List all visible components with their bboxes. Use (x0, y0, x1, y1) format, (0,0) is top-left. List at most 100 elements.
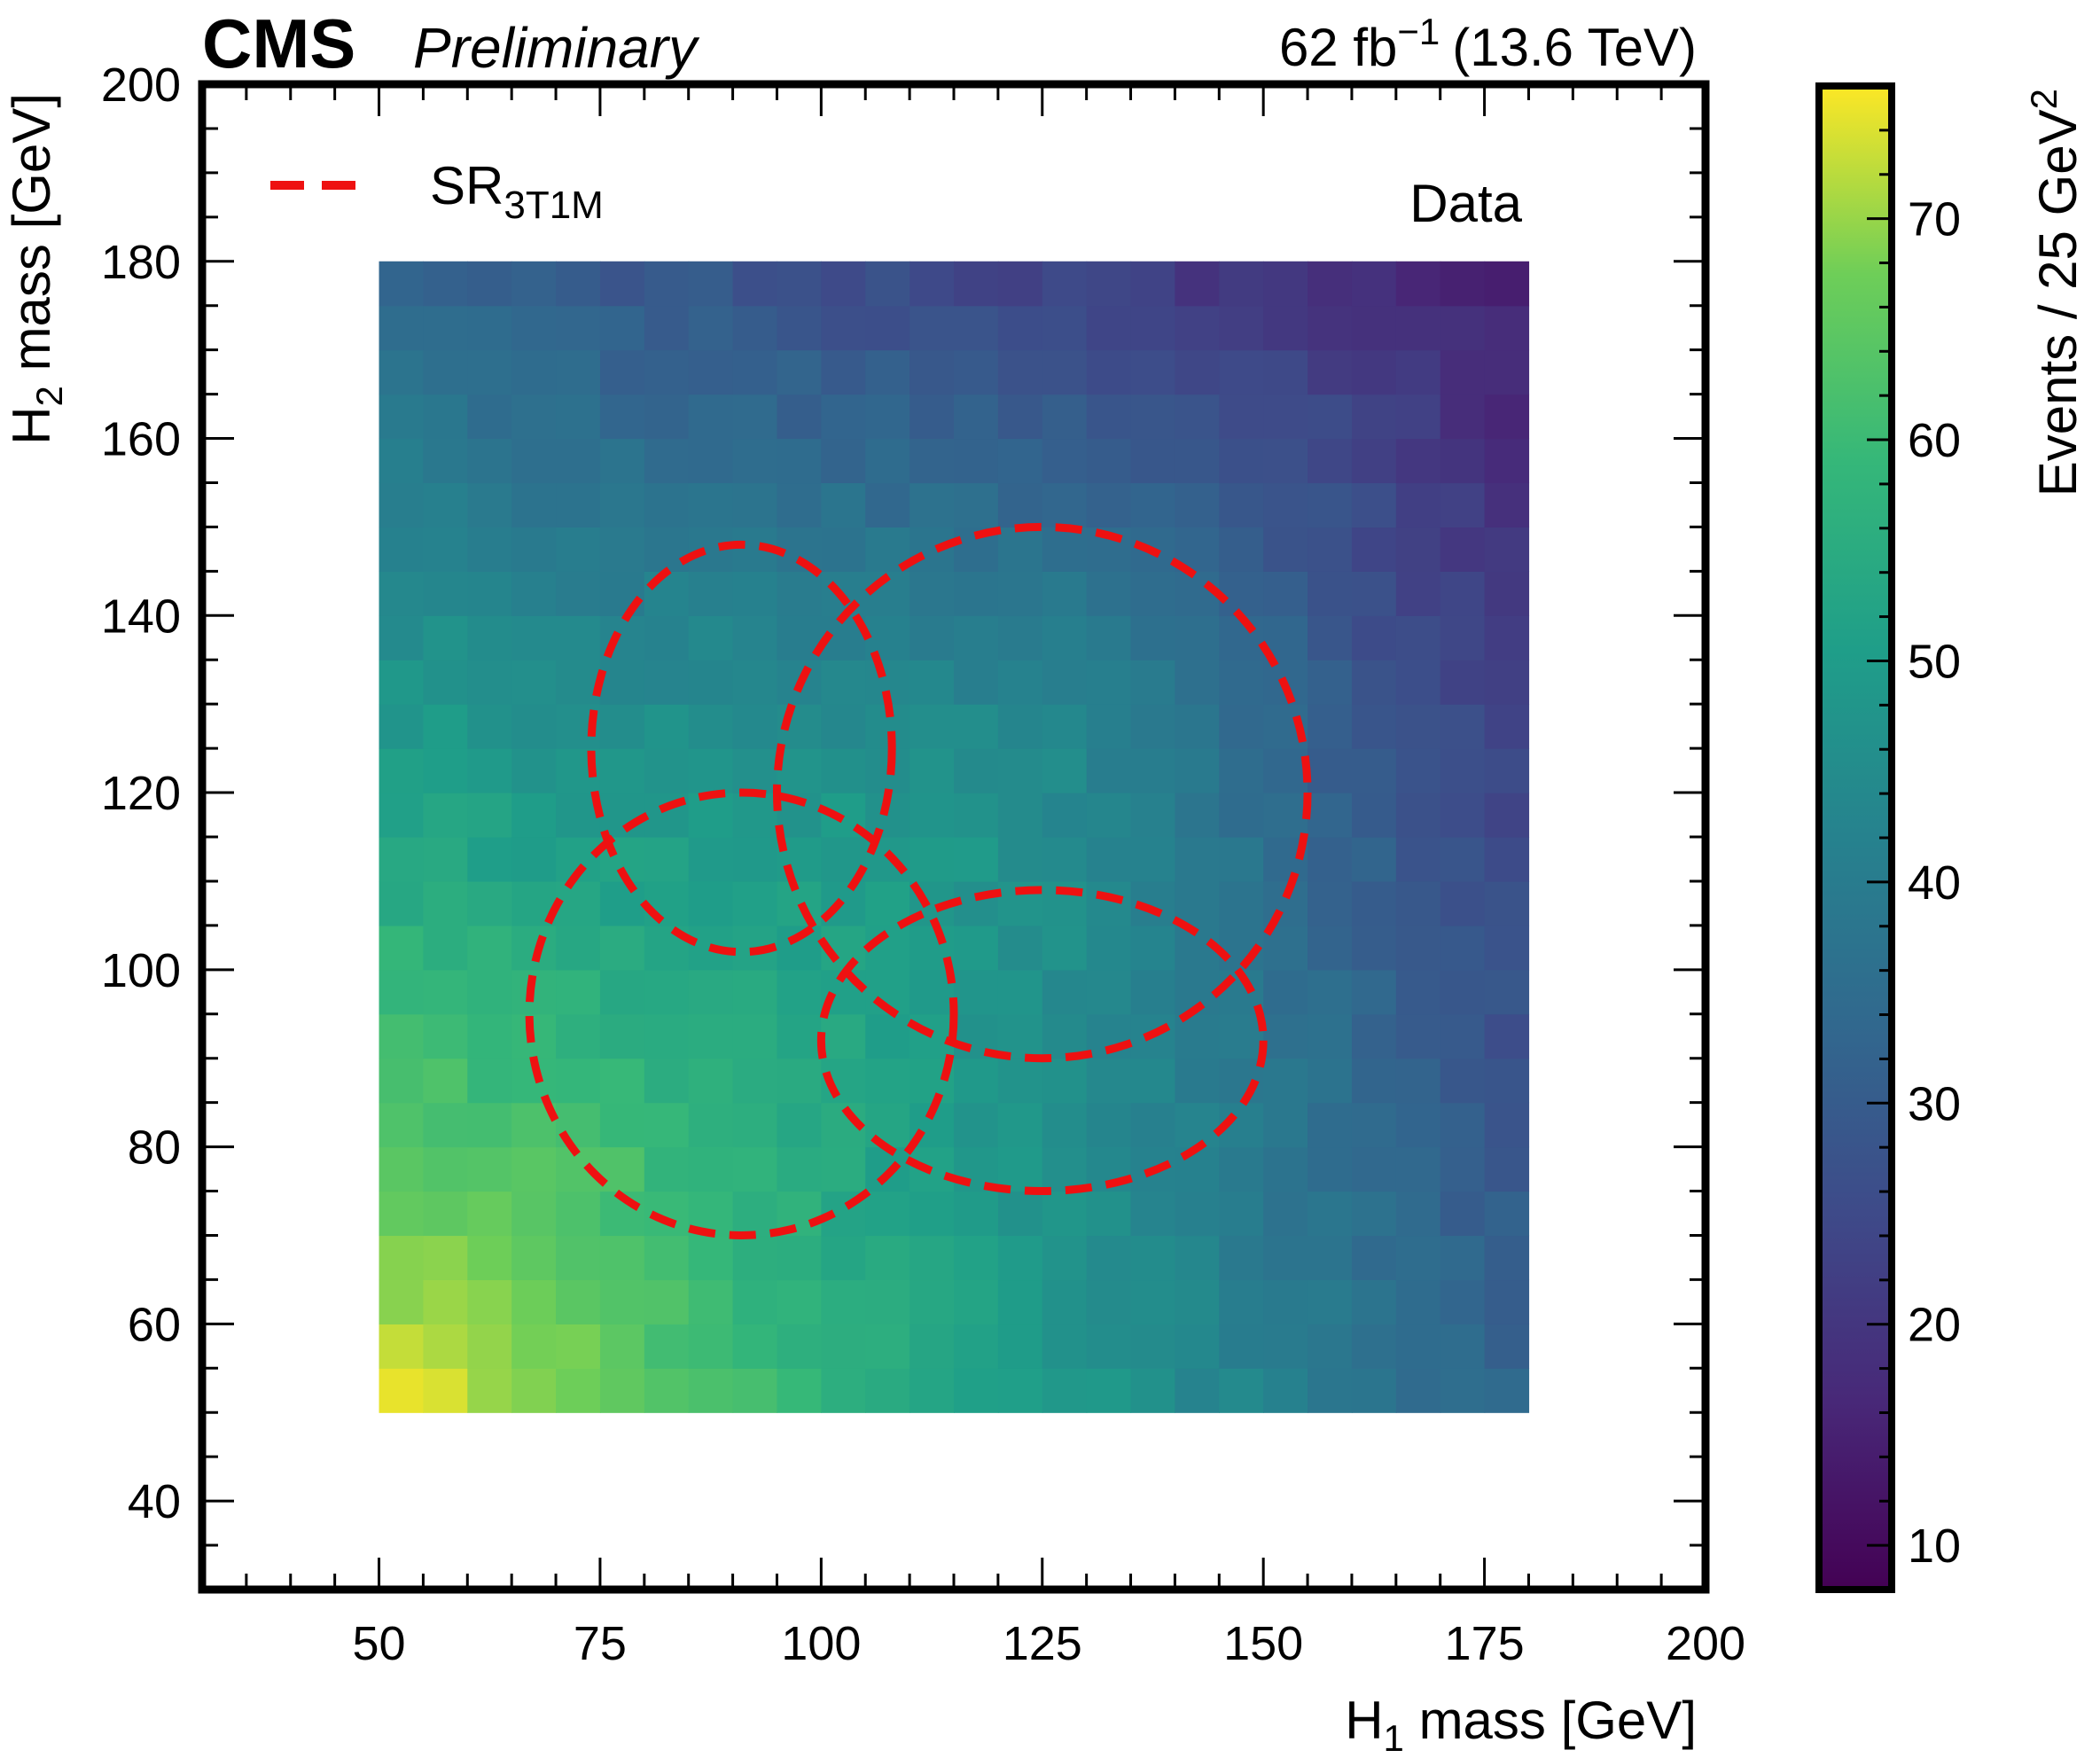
heatmap-bin (1042, 482, 1088, 528)
heatmap-bin (511, 1146, 557, 1192)
heatmap-bin (1175, 482, 1220, 528)
heatmap-bin (865, 349, 910, 395)
heatmap-bin (997, 615, 1043, 660)
heatmap-bin (865, 394, 910, 440)
heatmap-bin (997, 394, 1043, 440)
heatmap-bin (644, 261, 690, 307)
heatmap-bin (1175, 305, 1220, 351)
heatmap-bin (1086, 1368, 1132, 1413)
heatmap-bin (1484, 925, 1530, 971)
heatmap-bin (1219, 1146, 1264, 1192)
heatmap-bin (1395, 1324, 1441, 1369)
heatmap-bin (1263, 748, 1308, 793)
heatmap-bin (1440, 837, 1486, 882)
heatmap-bin (423, 837, 468, 882)
heatmap-bin (1484, 793, 1530, 838)
heatmap-bin (1308, 1235, 1353, 1281)
heatmap-bin (688, 1102, 734, 1148)
colorbar-ticks: 10 20 30 40 50 60 70 (1867, 129, 1961, 1573)
heatmap-bin (1484, 837, 1530, 882)
heatmap-bin (1308, 394, 1353, 440)
heatmap-bin (1440, 1191, 1486, 1237)
heatmap-bin (688, 261, 734, 307)
signal-region-contours (525, 522, 1312, 1239)
heatmap-bin (821, 1368, 866, 1413)
heatmap-bin (644, 527, 690, 572)
heatmap-bin (1308, 925, 1353, 971)
heatmap-bin (423, 1279, 468, 1324)
heatmap-bin (909, 837, 955, 882)
heatmap-bin (379, 880, 425, 926)
heatmap-bin (688, 1279, 734, 1324)
heatmap-bin (1086, 349, 1132, 395)
heatmap-bin (909, 1279, 955, 1324)
x-tick-label: 150 (1223, 1617, 1303, 1670)
heatmap-bin (599, 394, 645, 440)
heatmap-bin (688, 571, 734, 616)
heatmap-bin (467, 1146, 512, 1192)
heatmap-bin (379, 1324, 425, 1369)
heatmap-bin (997, 793, 1043, 838)
heatmap-bin (511, 394, 557, 440)
heatmap-bin (1042, 1235, 1088, 1281)
heatmap-bin (423, 1146, 468, 1192)
heatmap-bin (1484, 880, 1530, 926)
heatmap-bin (1042, 394, 1088, 440)
heatmap-bin (1395, 1191, 1441, 1237)
heatmap-bin (1440, 1368, 1486, 1413)
heatmap-bin (777, 748, 822, 793)
heatmap-bin (909, 1324, 955, 1369)
heatmap-bin (1175, 1102, 1220, 1148)
heatmap-bin (1440, 349, 1486, 395)
heatmap-bin (997, 349, 1043, 395)
heatmap-bin (1042, 1058, 1088, 1104)
heatmap-bin (511, 1235, 557, 1281)
heatmap-bin (1086, 1235, 1132, 1281)
heatmap-bin (688, 1058, 734, 1104)
colorbar-tick-label: 70 (1908, 193, 1961, 246)
heatmap-bin (997, 748, 1043, 793)
heatmap-bin (1351, 793, 1397, 838)
heatmap-bin (1351, 571, 1397, 616)
heatmap-bin (1308, 1102, 1353, 1148)
heatmap-bin (644, 1102, 690, 1148)
heatmap-bin (1440, 1146, 1486, 1192)
heatmap-bin (865, 1191, 910, 1237)
heatmap-bin (379, 438, 425, 484)
heatmap-bin (821, 349, 866, 395)
heatmap-bin (379, 615, 425, 660)
heatmap-bin (1175, 1191, 1220, 1237)
heatmap-bin (732, 1146, 778, 1192)
heatmap-bin (865, 1058, 910, 1104)
lumi-label: 62 fb−1 (13.6 TeV) (1279, 11, 1697, 77)
heatmap-bin (1263, 793, 1308, 838)
heatmap-bin (1308, 1058, 1353, 1104)
heatmap-bin (423, 305, 468, 351)
heatmap-bin (909, 1191, 955, 1237)
heatmap-bin (1219, 394, 1264, 440)
signal-region-contour (816, 886, 1268, 1196)
heatmap-bin (379, 305, 425, 351)
heatmap-bin (909, 482, 955, 528)
heatmap-bin (688, 969, 734, 1015)
heatmap-bin (1175, 394, 1220, 440)
heatmap-bin (1042, 1102, 1088, 1148)
heatmap-bin (511, 793, 557, 838)
heatmap-bin (821, 1013, 866, 1059)
heatmap-bin (954, 837, 999, 882)
heatmap-bin (599, 482, 645, 528)
heatmap-bin (732, 704, 778, 749)
heatmap-bin (556, 1191, 601, 1237)
heatmap-bin (1308, 880, 1353, 926)
heatmap-bin (732, 571, 778, 616)
heatmap-bin (556, 969, 601, 1015)
heatmap-bin (423, 880, 468, 926)
heatmap-bin (1440, 969, 1486, 1015)
heatmap-bin (1263, 1324, 1308, 1369)
heatmap-bin (1042, 1146, 1088, 1192)
heatmap-bin (954, 1368, 999, 1413)
heatmap-bin (1219, 438, 1264, 484)
heatmap-bin (423, 1058, 468, 1104)
heatmap-bin (954, 305, 999, 351)
colorbar-tick-label: 10 (1908, 1520, 1961, 1573)
